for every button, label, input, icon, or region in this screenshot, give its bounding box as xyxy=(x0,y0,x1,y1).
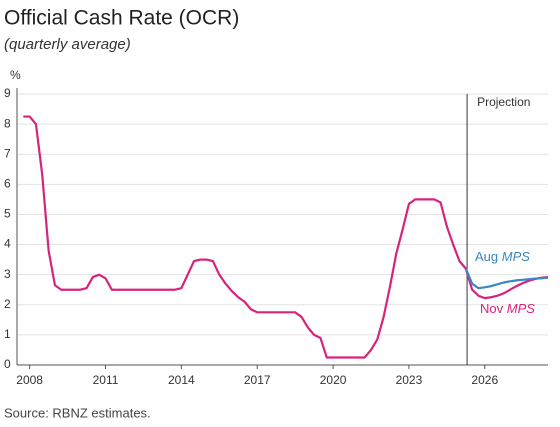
x-tick-label: 2017 xyxy=(244,373,271,387)
series-label-part: MPS xyxy=(507,301,536,316)
series-label: Aug MPS xyxy=(475,249,530,264)
series-line xyxy=(23,115,549,359)
x-tick-label: 2014 xyxy=(168,373,195,387)
series-label-part: Aug xyxy=(475,249,502,264)
y-tick-label: 6 xyxy=(4,177,11,191)
y-tick-label: 1 xyxy=(4,327,11,341)
x-tick-label: 2023 xyxy=(396,373,423,387)
series-label-part: Nov xyxy=(480,301,507,316)
y-tick-label: 5 xyxy=(4,207,11,221)
series-line xyxy=(464,268,549,290)
y-tick-label: 9 xyxy=(4,86,11,100)
x-tick-label: 2026 xyxy=(471,373,498,387)
y-tick-label: 4 xyxy=(4,237,11,251)
projection-label: Projection xyxy=(477,95,530,109)
y-tick-label: 0 xyxy=(4,357,11,371)
chart-title: Official Cash Rate (OCR) xyxy=(4,7,239,30)
source-note: Source: RBNZ estimates. xyxy=(4,405,151,420)
y-axis-label: % xyxy=(10,68,21,82)
x-tick-label: 2008 xyxy=(16,373,43,387)
x-tick-label: 2020 xyxy=(320,373,347,387)
series-label: Nov MPS xyxy=(480,301,535,316)
y-tick-label: 3 xyxy=(4,267,11,281)
x-tick-label: 2011 xyxy=(93,373,119,387)
chart-subtitle: (quarterly average) xyxy=(4,36,131,53)
y-tick-label: 8 xyxy=(4,116,11,130)
y-tick-label: 7 xyxy=(4,146,11,160)
series-label-part: MPS xyxy=(502,249,531,264)
y-tick-label: 2 xyxy=(4,297,11,311)
